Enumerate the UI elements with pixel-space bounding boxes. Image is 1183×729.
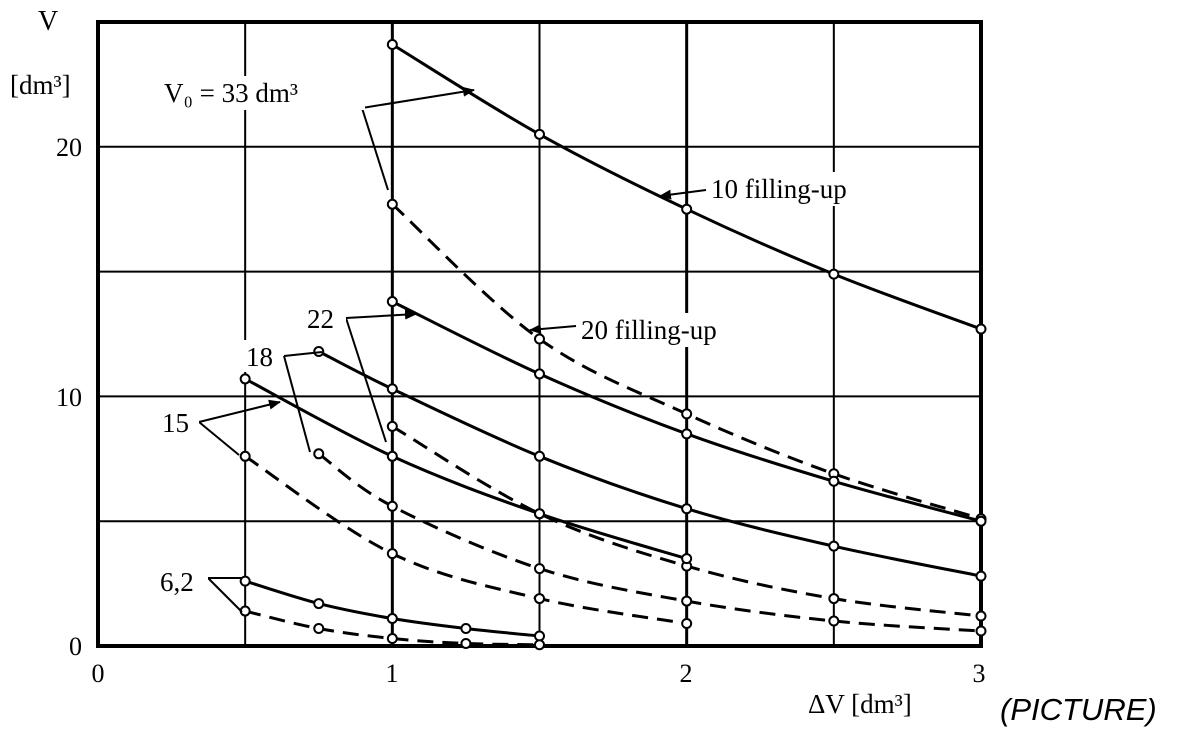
data-point bbox=[975, 610, 987, 622]
data-point bbox=[534, 630, 545, 642]
data-point bbox=[386, 383, 398, 395]
data-point bbox=[681, 595, 693, 607]
picture-label: (PICTURE) bbox=[1000, 692, 1157, 727]
data-point bbox=[828, 475, 840, 487]
data-point bbox=[828, 615, 840, 627]
data-point bbox=[975, 323, 987, 335]
y-tick-label: 0 bbox=[69, 632, 82, 661]
series-line-solid bbox=[244, 377, 688, 561]
data-point bbox=[239, 575, 251, 587]
series-line-dashed bbox=[244, 455, 687, 625]
y-tick-label: 10 bbox=[56, 383, 82, 412]
series-line-dashed bbox=[244, 609, 540, 647]
grid-lines bbox=[98, 22, 981, 646]
marker-layer bbox=[239, 38, 987, 651]
data-point bbox=[460, 638, 472, 650]
leader-line bbox=[207, 577, 243, 613]
y-tick-label: 20 bbox=[56, 133, 82, 162]
data-point bbox=[534, 450, 545, 462]
leader-arrow bbox=[361, 86, 475, 109]
data-point bbox=[828, 593, 840, 605]
label-15-text: 15 bbox=[162, 408, 189, 438]
label-18-text: 18 bbox=[246, 342, 273, 372]
label-6-2-text: 6,2 bbox=[160, 567, 194, 597]
label-22-text: 22 bbox=[307, 304, 334, 334]
leader-line bbox=[361, 107, 389, 191]
data-point bbox=[681, 428, 693, 440]
leader-line bbox=[198, 421, 240, 456]
data-point bbox=[681, 503, 693, 515]
data-point bbox=[386, 613, 398, 625]
data-point bbox=[534, 508, 545, 520]
data-point bbox=[239, 373, 251, 385]
data-point bbox=[534, 593, 545, 605]
leader-line bbox=[283, 355, 311, 453]
y-axis-title: V bbox=[38, 6, 58, 37]
label-15: 15 bbox=[159, 406, 199, 438]
label-v0: V₀ = 33 dm³ bbox=[160, 76, 365, 110]
leader-arrow bbox=[345, 309, 417, 320]
leader-arrow bbox=[659, 189, 707, 200]
data-point bbox=[239, 450, 251, 462]
leader-lines bbox=[198, 86, 707, 613]
data-point bbox=[975, 570, 987, 582]
data-point bbox=[386, 450, 398, 462]
label-20-filling-up-text: 20 filling-up bbox=[581, 315, 717, 345]
label-v0-text: V₀ = 33 dm³ bbox=[164, 78, 298, 108]
leader-arrow bbox=[198, 399, 281, 423]
x-tick-label: 2 bbox=[680, 659, 693, 688]
data-point bbox=[534, 333, 545, 345]
data-point bbox=[313, 598, 325, 610]
data-point bbox=[975, 515, 987, 527]
data-point bbox=[681, 408, 693, 420]
x-axis-title: ΔV [dm³] bbox=[808, 689, 912, 719]
data-point bbox=[386, 296, 398, 308]
label-10-filling-up-text: 10 filling-up bbox=[711, 174, 847, 204]
leader-line bbox=[283, 351, 323, 357]
data-point bbox=[534, 639, 545, 651]
data-point bbox=[681, 553, 693, 565]
data-point bbox=[386, 500, 398, 512]
x-tick-label: 0 bbox=[92, 659, 105, 688]
label-6-2: 6,2 bbox=[158, 565, 208, 597]
label-22: 22 bbox=[304, 302, 346, 334]
leader-line bbox=[345, 317, 387, 443]
data-point bbox=[534, 563, 545, 575]
label-20-filling-up: 20 filling-up bbox=[578, 313, 780, 347]
data-point bbox=[681, 203, 693, 215]
data-point bbox=[386, 198, 398, 210]
data-point bbox=[828, 540, 840, 552]
y-axis-unit: [dm³] bbox=[10, 70, 71, 100]
label-10-filling-up: 10 filling-up bbox=[708, 172, 894, 206]
data-point bbox=[828, 268, 840, 280]
leader-arrow bbox=[529, 324, 577, 335]
data-point bbox=[534, 128, 545, 140]
x-tick-label: 1 bbox=[386, 659, 399, 688]
x-tick-label: 3 bbox=[973, 659, 986, 688]
data-point bbox=[386, 420, 398, 432]
series-line-solid bbox=[318, 350, 982, 578]
data-point bbox=[460, 623, 472, 635]
data-point bbox=[386, 38, 398, 50]
data-point bbox=[386, 548, 398, 560]
data-point bbox=[534, 368, 545, 380]
data-point bbox=[975, 625, 987, 637]
data-point bbox=[386, 633, 398, 645]
label-18: 18 bbox=[243, 340, 283, 372]
data-point bbox=[681, 618, 693, 630]
data-point bbox=[313, 448, 325, 460]
data-point bbox=[313, 623, 325, 635]
